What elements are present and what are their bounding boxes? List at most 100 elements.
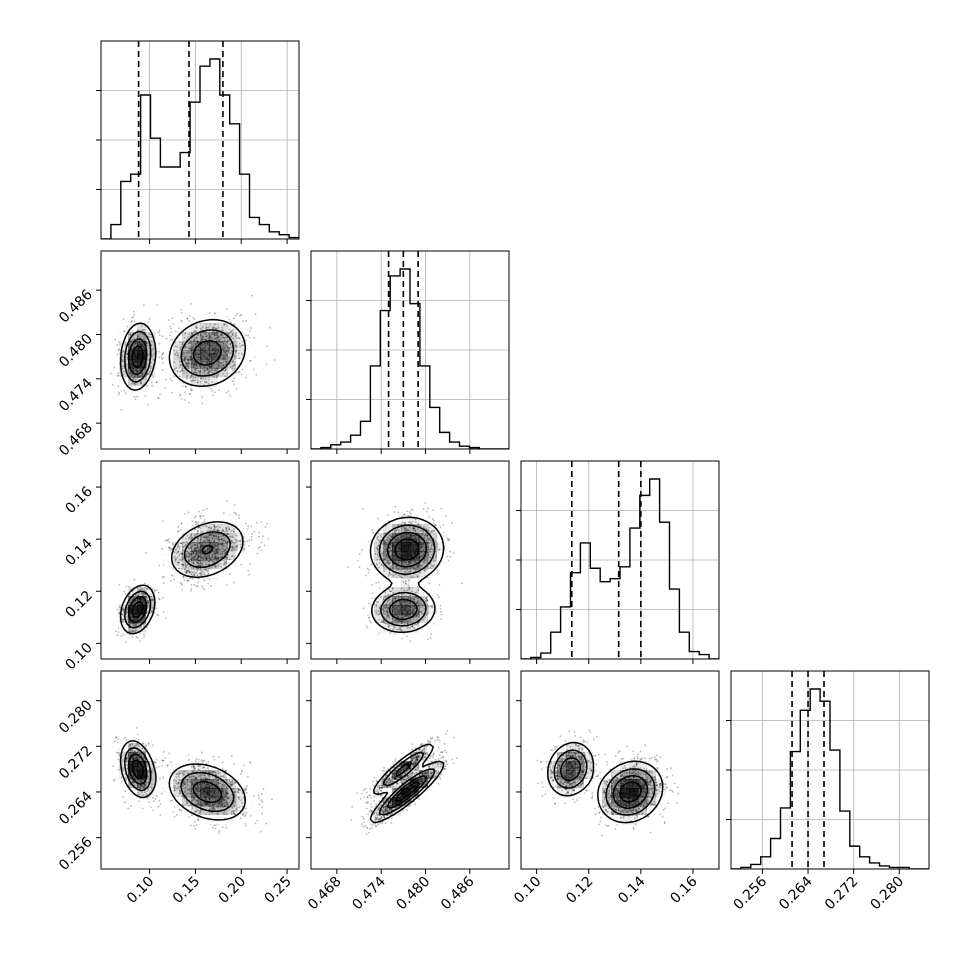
sample-point [213,391,216,394]
sample-point [215,370,218,372]
sample-point [213,544,216,547]
sample-point [184,545,187,548]
sample-point [219,343,222,346]
sample-point [236,546,239,549]
sample-point [191,556,194,559]
sample-point [138,632,141,635]
sample-point [211,544,214,547]
sample-point [220,333,223,336]
sample-point [182,549,184,552]
density-cell [146,359,156,369]
sample-point [197,556,200,558]
sample-point [118,348,120,351]
density-cell [200,341,210,351]
sample-point [220,334,223,337]
sample-point [213,334,216,337]
sample-point [199,370,201,373]
sample-point [220,361,222,364]
sample-point [228,332,230,334]
sample-point [199,380,202,383]
sample-point [221,329,224,332]
sample-point [239,314,242,317]
sample-point [197,342,200,344]
sample-point [215,532,218,535]
sample-point [186,374,189,377]
sample-point [209,560,212,563]
sample-point [188,319,191,322]
sample-point [135,624,138,627]
sample-point [233,377,236,380]
sample-point [207,337,210,339]
density-cell [218,542,228,552]
sample-point [236,337,238,339]
sample-point [196,546,198,549]
sample-point [125,375,128,377]
sample-point [246,528,249,531]
sample-point [136,371,139,374]
density-cell [191,551,201,561]
sample-point [223,347,226,350]
sample-point [129,333,132,336]
sample-point [424,502,427,504]
sample-point [161,352,164,355]
sample-point [211,359,214,362]
sample-point [347,566,350,569]
sample-point [180,309,183,311]
sample-point [196,340,199,343]
sample-point [178,561,181,564]
sample-point [174,345,177,348]
sample-point [216,334,219,337]
sample-point [122,350,125,353]
sample-point [193,573,196,576]
sample-point [213,540,216,542]
density-cell [137,350,147,360]
contour-level-0 [119,318,246,391]
histogram-panel-2 [516,460,720,664]
sample-point [229,343,232,345]
sample-point [196,381,199,384]
sample-point [221,341,224,344]
sample-point [188,314,191,317]
sample-point [136,395,139,398]
sample-point [224,369,226,372]
sample-point [230,321,232,324]
sample-point [257,547,260,550]
sample-point [209,366,212,368]
sample-point [193,555,196,558]
sample-point [140,375,143,377]
sample-point [126,354,129,357]
sample-point [222,336,225,339]
sample-point [227,390,230,393]
sample-point [223,355,226,358]
sample-point [365,625,368,627]
sample-point [179,348,182,351]
sample-point [224,358,227,361]
sample-point [198,551,201,553]
sample-point [224,350,227,353]
sample-point [216,557,219,560]
sample-point [227,350,230,353]
sample-point [208,578,211,581]
sample-point [109,372,112,375]
sample-point [194,330,197,332]
sample-point [133,338,136,340]
sample-point [233,367,236,370]
sample-point [179,360,181,363]
sample-point [201,560,204,562]
sample-point [171,338,173,341]
sample-point [370,563,372,566]
sample-point [406,510,408,513]
sample-point [221,340,224,343]
sample-point [189,387,192,390]
sample-point [222,548,225,550]
sample-point [207,326,210,329]
sample-point [220,366,223,369]
sample-point [439,604,442,607]
sample-point [226,500,229,502]
sample-point [189,341,191,344]
sample-point [218,364,221,367]
sample-point [231,334,234,336]
sample-point [121,368,124,370]
density-cell [227,359,237,369]
density-cell [146,368,156,378]
